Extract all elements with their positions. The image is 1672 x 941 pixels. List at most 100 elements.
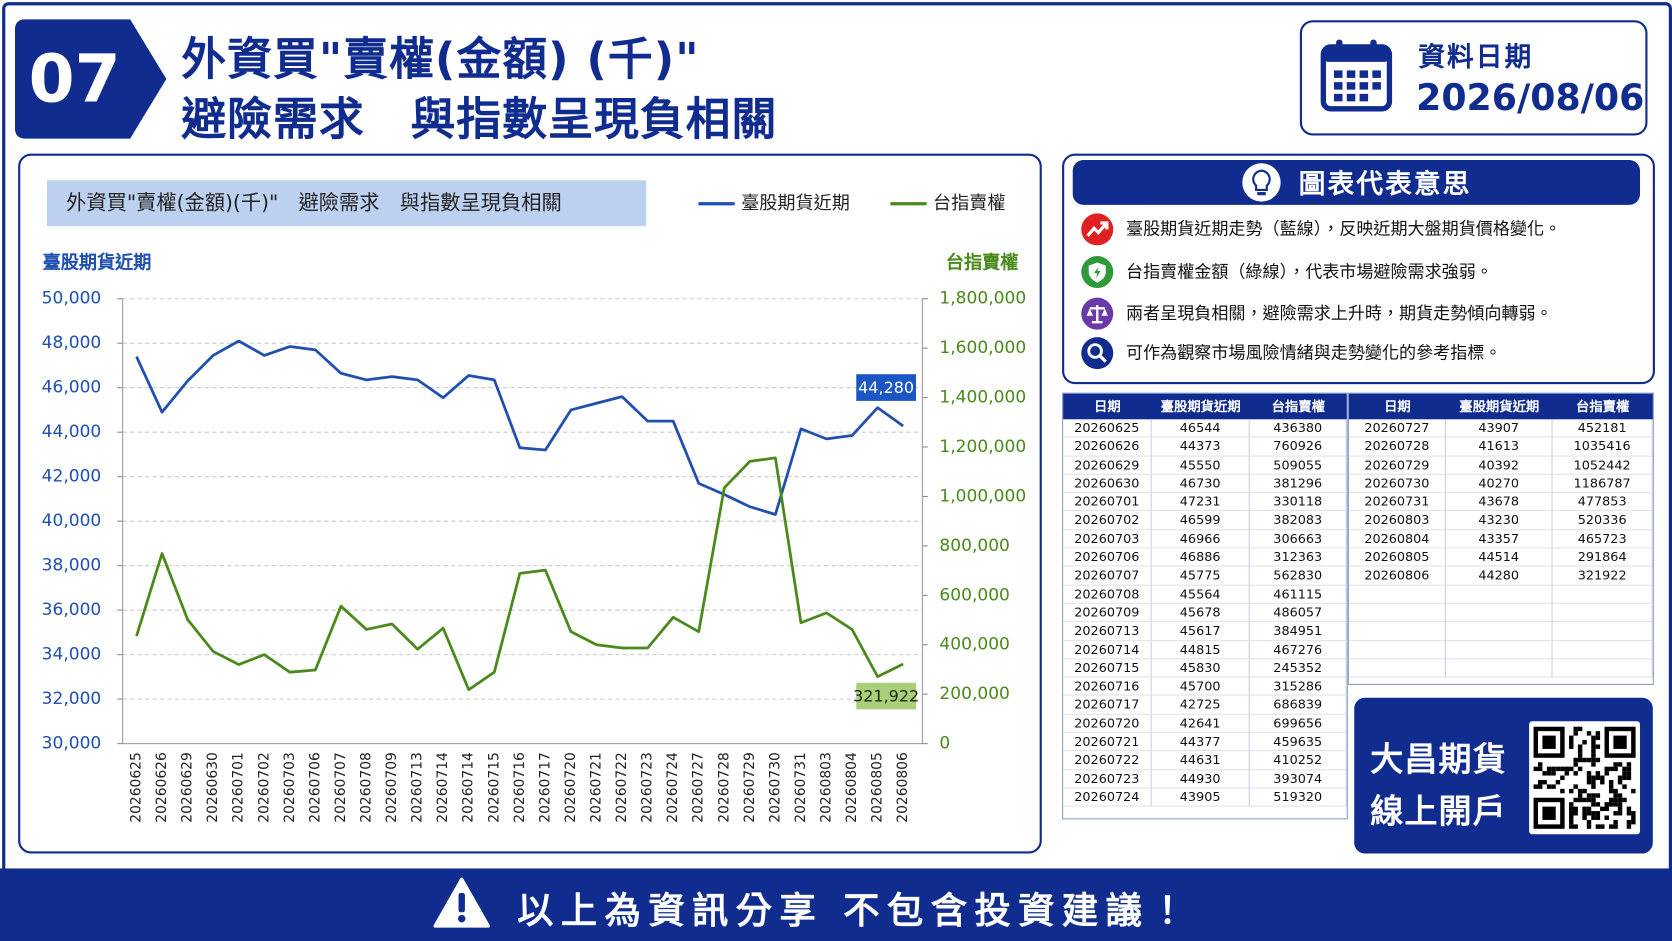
table-row: 20260717 42725 686839 [1063, 696, 1347, 715]
table-cell: 20260804 [1348, 530, 1446, 549]
table-cell: 382083 [1249, 511, 1347, 531]
qr-module [1595, 744, 1601, 749]
qr-module [1617, 762, 1623, 767]
qr-module [1591, 762, 1596, 767]
qr-module [1586, 757, 1592, 763]
qr-module [1577, 744, 1583, 749]
qr-module [1591, 802, 1596, 807]
table-empty-cell [1552, 640, 1653, 660]
qr-module [1613, 819, 1618, 825]
x-tick-label: 20260803 [819, 752, 835, 823]
x-tick-label: 20260724 [665, 752, 681, 823]
table-cell: 519320 [1249, 788, 1347, 807]
y-tick-label: 48,000 [42, 333, 102, 353]
table-cell: 393074 [1249, 769, 1347, 789]
qr-module [1595, 731, 1601, 736]
table-row: 20260716 45700 315286 [1063, 677, 1347, 697]
qr-module [1586, 775, 1592, 780]
y-tick-label: 50,000 [42, 289, 102, 309]
qr-module [1622, 771, 1627, 776]
info-item: 可作為觀察市場風險情緒與走勢變化的參考指標。 [1126, 342, 1502, 363]
x-tick-label: 20260706 [307, 752, 323, 823]
qr-module [1569, 806, 1574, 812]
data-table-right: 日期 臺股期貨近期 台指賣權 20260727 43907 452181 20260728 4… [1347, 392, 1654, 685]
y-tick-label: 46,000 [42, 378, 102, 398]
info-item: 兩者呈現負相關，避險需求上升時，期貨走勢傾向轉弱。 [1126, 302, 1553, 324]
qr-module [1626, 819, 1632, 825]
table-cell: 436380 [1249, 419, 1347, 438]
qr-module [1613, 766, 1618, 772]
qr-module [1577, 793, 1583, 798]
x-tick-label: 20260703 [282, 752, 298, 823]
table-cell: 46544 [1151, 419, 1250, 438]
qr-module [1569, 824, 1574, 829]
table-cell: 43678 [1445, 493, 1553, 512]
y-tick-label: 36,000 [42, 600, 102, 620]
qr-module [1604, 815, 1609, 820]
chart-title-box [46, 180, 647, 227]
table-cell: 45564 [1151, 585, 1250, 604]
qr-module [1622, 775, 1627, 780]
qr-module [1577, 757, 1583, 763]
qr-module [1537, 779, 1543, 785]
table-row: 20260701 47231 330118 [1063, 493, 1347, 512]
x-tick-label: 20260806 [895, 752, 911, 823]
qr-module [1537, 762, 1543, 767]
qr-module [1582, 811, 1587, 816]
qr-module [1542, 806, 1556, 820]
date-label: 資料日期 [1418, 41, 1534, 73]
qr-module [1595, 802, 1601, 807]
table-cell: 20260713 [1063, 622, 1152, 641]
qr-module [1573, 784, 1578, 789]
y-tick-label: 30,000 [42, 734, 102, 754]
qr-module [1533, 784, 1538, 789]
badge: 07 [14, 19, 167, 139]
table-row: 20260714 44815 467276 [1063, 640, 1347, 660]
table-cell: 562830 [1249, 566, 1347, 586]
table-row: 20260707 45775 562830 [1063, 566, 1347, 586]
qr-module [1622, 784, 1627, 789]
table-cell: 41613 [1445, 437, 1553, 457]
footer-text: 以上為資訊分享 不包含投資建議！ [517, 889, 1194, 933]
qr-module [1595, 757, 1601, 763]
qr-module [1617, 779, 1623, 785]
y2-tick-label: 1,600,000 [939, 338, 1026, 358]
qr-module [1631, 788, 1636, 794]
info-panel [1062, 153, 1655, 385]
table-cell: 42641 [1151, 714, 1250, 734]
table-cell: 20260708 [1063, 585, 1152, 604]
value-label: 321,922 [853, 687, 919, 706]
x-tick-label: 20260722 [614, 752, 630, 823]
table-row: 20260625 46544 436380 [1063, 419, 1347, 438]
series-line [135, 456, 904, 692]
y2-axis-title: 台指賣權 [946, 252, 1018, 274]
qr-module [1604, 766, 1609, 772]
table-empty-cell [1552, 603, 1653, 623]
qr-module [1582, 740, 1587, 745]
x-tick-label: 20260723 [640, 752, 656, 823]
qr-module [1586, 793, 1592, 798]
qr-module [1577, 766, 1583, 772]
qr-module [1613, 788, 1618, 794]
x-tick-label: 20260805 [870, 752, 886, 823]
qr-module [1577, 753, 1583, 758]
info-item: 台指賣權金額（綠線），代表市場避險需求強弱。 [1126, 261, 1493, 282]
y-tick-label: 40,000 [42, 511, 102, 531]
qr-pattern [1533, 726, 1636, 829]
series-line [135, 339, 904, 516]
table-empty-cell [1348, 622, 1446, 641]
qr-module [1608, 797, 1614, 803]
table-cell: 321922 [1552, 566, 1653, 586]
qr-module [1569, 788, 1574, 794]
qr-module [1604, 802, 1609, 807]
qr-module [1569, 819, 1574, 825]
table-header-cell: 臺股期貨近期 [1459, 397, 1540, 414]
qr-module [1591, 793, 1596, 798]
footer-band [0, 868, 1672, 941]
table-cell: 520336 [1552, 511, 1653, 531]
table-cell: 20260715 [1063, 659, 1152, 678]
table-row: 20260727 43907 452181 [1348, 419, 1653, 438]
qr-module [1617, 775, 1623, 780]
